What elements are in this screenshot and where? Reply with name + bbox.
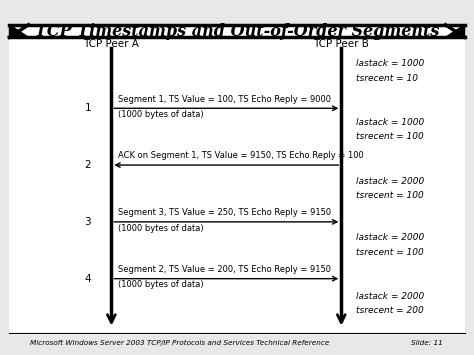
Text: tsrecent = 10: tsrecent = 10 (356, 73, 418, 83)
Text: lastack = 2000: lastack = 2000 (356, 176, 424, 186)
Text: tsrecent = 200: tsrecent = 200 (356, 306, 423, 315)
Text: Microsoft Windows Server 2003 TCP/IP Protocols and Services Technical Reference: Microsoft Windows Server 2003 TCP/IP Pro… (30, 340, 330, 346)
Text: (1000 bytes of data): (1000 bytes of data) (118, 280, 204, 289)
Text: tsrecent = 100: tsrecent = 100 (356, 247, 423, 257)
Text: 1: 1 (84, 103, 91, 113)
Text: lastack = 1000: lastack = 1000 (356, 59, 424, 69)
Text: Segment 1, TS Value = 100, TS Echo Reply = 9000: Segment 1, TS Value = 100, TS Echo Reply… (118, 95, 331, 104)
Text: tsrecent = 100: tsrecent = 100 (356, 191, 423, 200)
Text: 2: 2 (84, 160, 91, 170)
Text: Slide: 11: Slide: 11 (411, 340, 442, 346)
Polygon shape (446, 25, 465, 37)
Text: lastack = 2000: lastack = 2000 (356, 292, 424, 301)
Polygon shape (9, 25, 465, 37)
Text: 3: 3 (84, 217, 91, 227)
Text: (1000 bytes of data): (1000 bytes of data) (118, 110, 204, 119)
Text: ACK on Segment 1, TS Value = 9150, TS Echo Reply = 100: ACK on Segment 1, TS Value = 9150, TS Ec… (118, 152, 364, 160)
Bar (9, 25, 465, 335)
Text: (1000 bytes of data): (1000 bytes of data) (118, 224, 204, 233)
Text: TCP Peer B: TCP Peer B (313, 39, 369, 49)
Text: lastack = 2000: lastack = 2000 (356, 233, 424, 242)
Text: lastack = 1000: lastack = 1000 (356, 118, 424, 127)
Text: Segment 3, TS Value = 250, TS Echo Reply = 9150: Segment 3, TS Value = 250, TS Echo Reply… (118, 208, 332, 217)
Text: TCP Timestamps and Out-of-Order Segments: TCP Timestamps and Out-of-Order Segments (35, 23, 439, 39)
Polygon shape (9, 25, 28, 37)
Text: TCP Peer A: TCP Peer A (83, 39, 139, 49)
Text: Segment 2, TS Value = 200, TS Echo Reply = 9150: Segment 2, TS Value = 200, TS Echo Reply… (118, 265, 331, 274)
Text: tsrecent = 100: tsrecent = 100 (356, 132, 423, 141)
Text: 4: 4 (84, 274, 91, 284)
